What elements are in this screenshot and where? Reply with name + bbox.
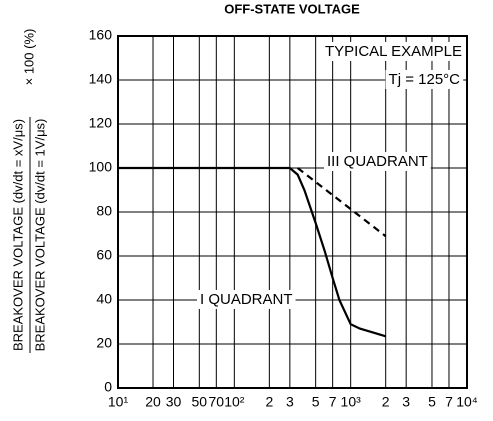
label-background <box>324 151 431 171</box>
x-tick-label: 3 <box>286 394 294 410</box>
y-tick-label: 40 <box>96 291 112 307</box>
series-line <box>118 166 387 338</box>
x-tick-label: 5 <box>428 394 436 410</box>
label-background <box>197 289 296 309</box>
y-tick-label: 20 <box>96 335 112 351</box>
x-tick-label: 7 <box>445 394 453 410</box>
x-tick-label: 2 <box>382 394 390 410</box>
y-label-numerator: BREAKOVER VOLTAGE (dv/dt = xV/μs) <box>10 119 25 351</box>
x-tick-label: 3 <box>402 394 410 410</box>
y-tick-label: 160 <box>89 27 113 43</box>
annotation: TYPICAL EXAMPLE <box>325 43 462 60</box>
y-label-factor: × 100 (%) <box>21 29 36 86</box>
y-tick-label: 80 <box>96 203 112 219</box>
x-tick-label: 10² <box>224 394 245 410</box>
x-tick-label: 10⁴ <box>456 394 478 410</box>
label-background <box>322 41 465 61</box>
chart-title: OFF-STATE VOLTAGE <box>224 1 360 16</box>
x-tick-label: 50 <box>192 394 208 410</box>
label-background <box>385 69 464 89</box>
y-label-denominator: BREAKOVER VOLTAGE (dv/dt = 1V/μs) <box>32 119 47 352</box>
x-tick-label: 2 <box>265 394 273 410</box>
x-tick-label: 7 <box>329 394 337 410</box>
x-tick-label: 20 <box>145 394 161 410</box>
y-axis-label: BREAKOVER VOLTAGE (dv/dt = xV/μs) BREAKOV… <box>10 29 47 353</box>
x-tick-label: 10¹ <box>108 394 129 410</box>
plot-frame <box>117 35 468 389</box>
series-label: III QUADRANT <box>327 153 428 170</box>
y-tick-label: 100 <box>89 159 113 175</box>
x-tick-label: 5 <box>312 394 320 410</box>
x-tick-label: 30 <box>166 394 182 410</box>
annotation: Tj = 125°C <box>389 71 461 88</box>
y-tick-label: 120 <box>89 115 113 131</box>
x-tick-label: 70 <box>209 394 225 410</box>
y-tick-label: 140 <box>89 71 113 87</box>
x-tick-label: 10³ <box>341 394 362 410</box>
series-label: I QUADRANT <box>200 291 293 308</box>
series-line <box>296 167 387 238</box>
y-tick-label: 0 <box>104 379 112 395</box>
y-tick-label: 60 <box>96 247 112 263</box>
